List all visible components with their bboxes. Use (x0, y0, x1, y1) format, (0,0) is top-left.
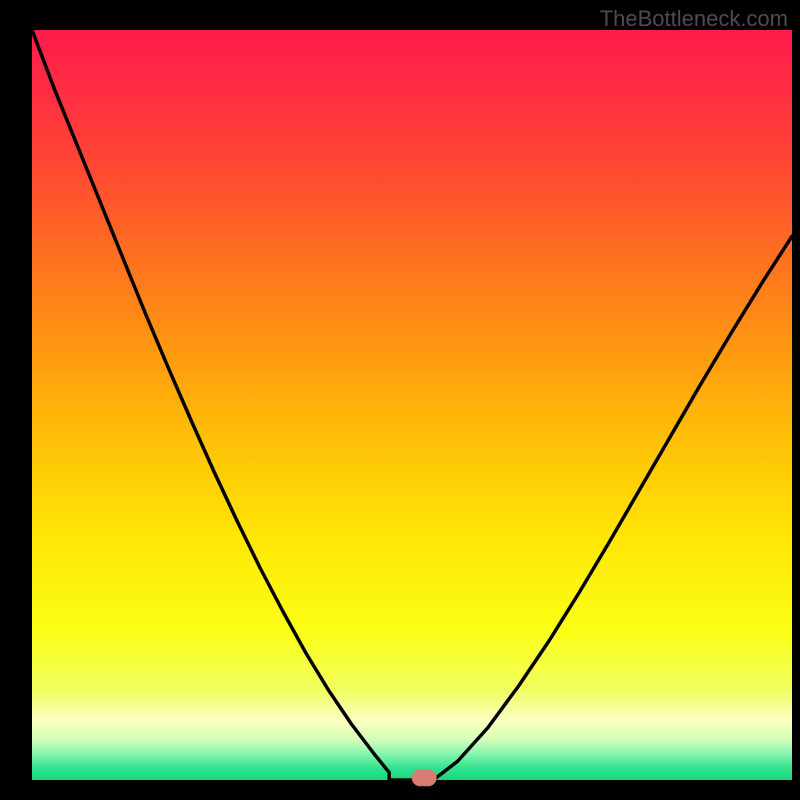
watermark-text: TheBottleneck.com (600, 6, 788, 32)
chart-container: TheBottleneck.com (0, 0, 800, 800)
chart-svg (0, 0, 800, 800)
gradient-background (32, 30, 792, 780)
optimum-marker (412, 770, 436, 786)
